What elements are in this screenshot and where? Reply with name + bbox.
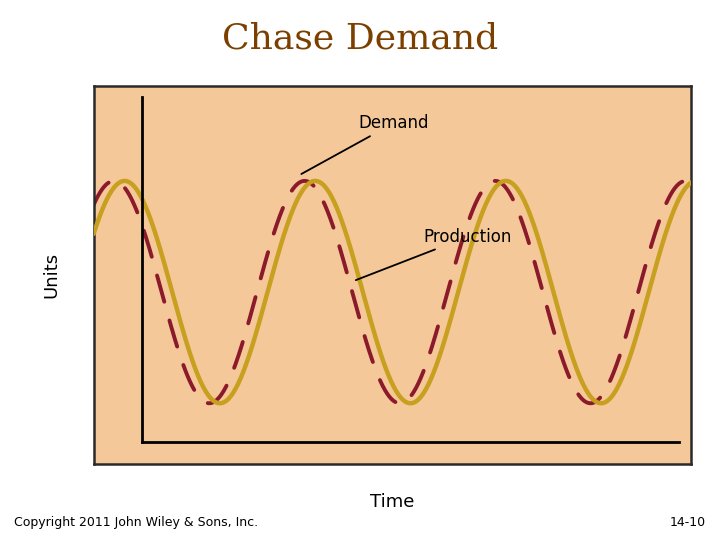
Text: Production: Production [356,228,512,280]
Text: Chase Demand: Chase Demand [222,22,498,56]
Text: Demand: Demand [302,114,429,174]
Text: 14-10: 14-10 [670,516,706,529]
Text: Units: Units [42,252,60,299]
Text: Time: Time [370,493,415,511]
Text: Copyright 2011 John Wiley & Sons, Inc.: Copyright 2011 John Wiley & Sons, Inc. [14,516,258,529]
